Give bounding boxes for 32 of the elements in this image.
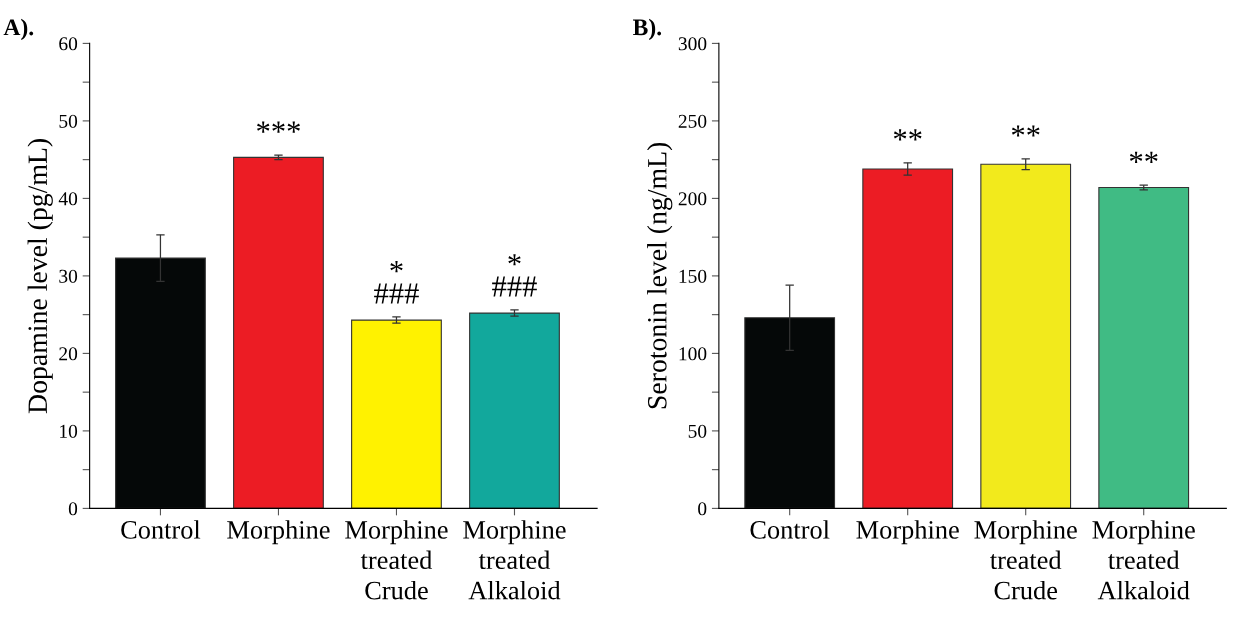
x-tick-label: Morphine treated Alkaloid bbox=[463, 520, 566, 600]
y-tick-label: 200 bbox=[678, 192, 707, 206]
y-tick-label: 60 bbox=[59, 37, 78, 51]
x-tick-label: Morphine bbox=[856, 520, 959, 545]
y-tick-label: 50 bbox=[688, 424, 707, 438]
y-tick-label: 40 bbox=[58, 192, 78, 206]
annotation: ** bbox=[1011, 125, 1040, 137]
x-tick-label: Morphine treated Crude bbox=[345, 520, 448, 600]
x-tick-label: Morphine treated Alkaloid bbox=[1092, 520, 1195, 600]
x-tick-label: Control bbox=[750, 520, 830, 539]
chart-title: A). bbox=[3, 18, 34, 41]
x-tick-label: Morphine treated Crude bbox=[974, 520, 1077, 600]
y-axis-title: Serotonin level (ng/mL) bbox=[647, 142, 673, 409]
annotation: * ### bbox=[492, 254, 537, 297]
chart-title: B). bbox=[633, 18, 662, 41]
y-tick-label: 20 bbox=[59, 347, 78, 361]
y-tick-label: 300 bbox=[678, 37, 707, 51]
annotation: ** bbox=[1129, 151, 1158, 163]
y-tick-label: 0 bbox=[698, 502, 707, 516]
y-tick-label: 50 bbox=[59, 114, 78, 128]
y-tick-label: 0 bbox=[68, 502, 78, 516]
annotation: *** bbox=[257, 121, 300, 133]
y-tick-label: 250 bbox=[678, 114, 707, 128]
annotation: ** bbox=[893, 129, 922, 141]
y-tick-label: 10 bbox=[60, 424, 78, 438]
y-tick-label: 100 bbox=[679, 347, 707, 361]
y-axis-title: Dopamine level (pg/mL) bbox=[27, 139, 53, 414]
y-tick-label: 30 bbox=[59, 269, 78, 283]
x-tick-label: Control bbox=[121, 520, 201, 539]
annotation: * ### bbox=[374, 261, 419, 304]
y-tick-label: 150 bbox=[679, 269, 707, 283]
x-tick-label: Morphine bbox=[227, 520, 330, 545]
